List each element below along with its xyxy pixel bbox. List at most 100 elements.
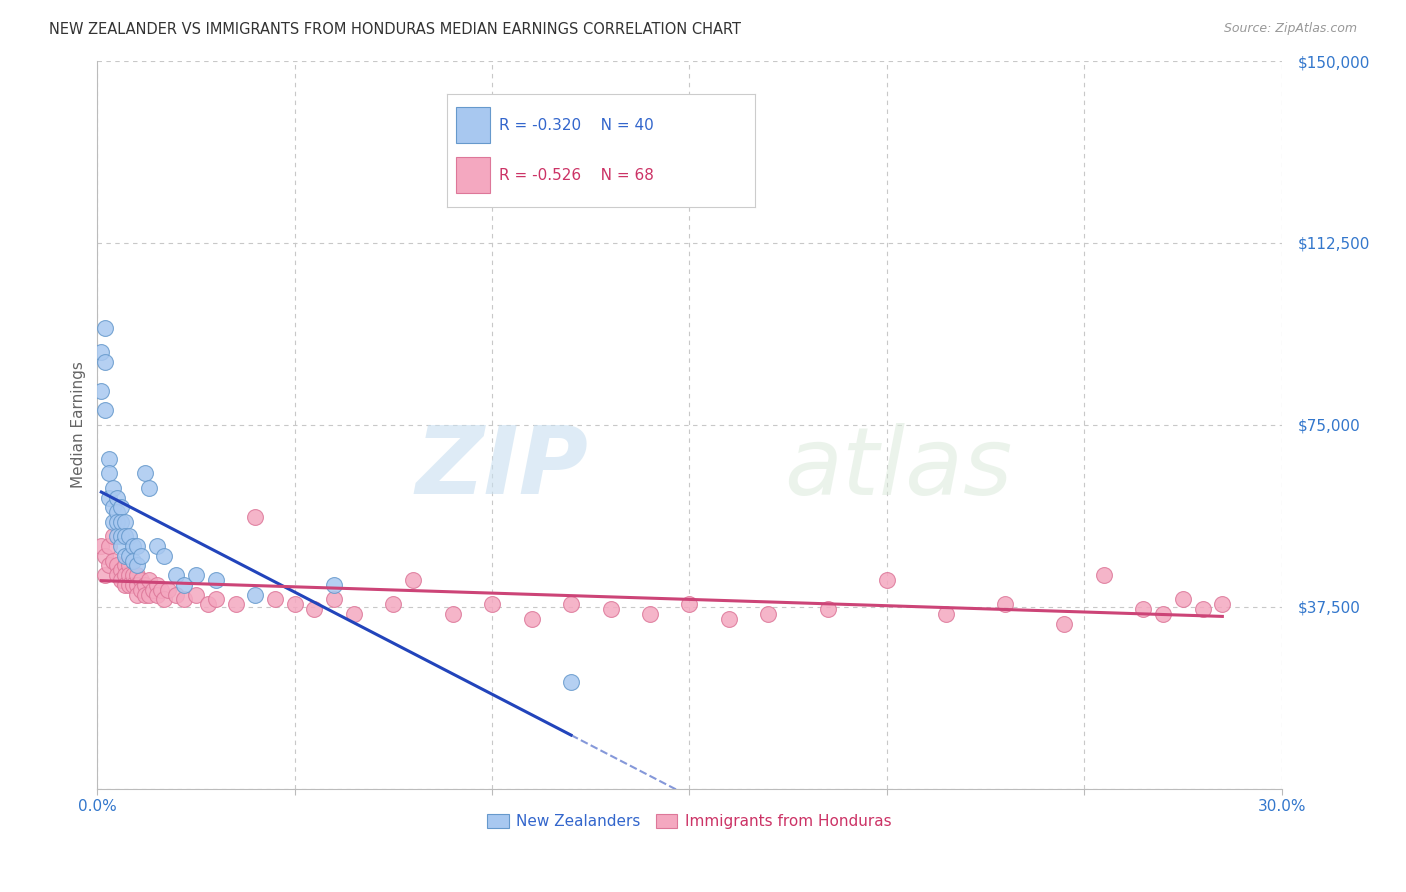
Point: [876, 573, 898, 587]
Point: [101, 529, 124, 543]
Point: [118, 568, 141, 582]
Point: [125, 558, 148, 573]
Point: [560, 674, 582, 689]
Point: [90, 345, 112, 359]
Point: [1053, 616, 1076, 631]
Point: [125, 539, 148, 553]
Point: [204, 573, 226, 587]
Point: [134, 467, 156, 481]
Point: [129, 573, 152, 587]
Point: [1152, 607, 1174, 621]
Point: [101, 500, 124, 515]
Point: [284, 597, 307, 611]
Point: [114, 578, 136, 592]
Point: [138, 481, 160, 495]
Legend: New Zealanders, Immigrants from Honduras: New Zealanders, Immigrants from Honduras: [481, 807, 898, 836]
Point: [118, 529, 141, 543]
Point: [758, 607, 780, 621]
Point: [114, 549, 136, 563]
Point: [138, 588, 160, 602]
Point: [110, 515, 132, 529]
Point: [382, 597, 405, 611]
Point: [520, 612, 543, 626]
Point: [94, 355, 117, 369]
Point: [153, 592, 176, 607]
Point: [105, 568, 128, 582]
Point: [94, 549, 117, 563]
Point: [105, 505, 128, 519]
Point: [323, 592, 346, 607]
Point: [118, 578, 141, 592]
Point: [134, 578, 156, 592]
Point: [114, 558, 136, 573]
Point: [94, 403, 117, 417]
Point: [441, 607, 464, 621]
Point: [817, 602, 839, 616]
Point: [245, 510, 267, 524]
Point: [1132, 602, 1154, 616]
Point: [935, 607, 957, 621]
Point: [1191, 602, 1213, 616]
Point: [122, 539, 145, 553]
Point: [129, 582, 152, 597]
Point: [110, 500, 132, 515]
Point: [114, 515, 136, 529]
Point: [1171, 592, 1194, 607]
Point: [90, 539, 112, 553]
Point: [110, 539, 132, 553]
Point: [204, 592, 226, 607]
Point: [142, 582, 165, 597]
Point: [994, 597, 1017, 611]
Point: [717, 612, 740, 626]
Point: [184, 588, 207, 602]
Point: [90, 384, 112, 398]
Point: [98, 467, 121, 481]
Point: [122, 578, 145, 592]
Point: [145, 588, 167, 602]
Point: [105, 491, 128, 505]
Text: Source: ZipAtlas.com: Source: ZipAtlas.com: [1223, 22, 1357, 36]
Point: [184, 568, 207, 582]
Point: [94, 321, 117, 335]
Point: [118, 558, 141, 573]
Point: [101, 515, 124, 529]
Point: [122, 568, 145, 582]
Point: [1211, 597, 1233, 611]
Point: [165, 588, 187, 602]
Point: [125, 578, 148, 592]
Point: [560, 597, 582, 611]
Point: [98, 451, 121, 466]
Text: atlas: atlas: [785, 423, 1012, 514]
Point: [134, 588, 156, 602]
Point: [105, 558, 128, 573]
Point: [105, 515, 128, 529]
Point: [165, 568, 187, 582]
Point: [638, 607, 661, 621]
Point: [173, 592, 195, 607]
Point: [323, 578, 346, 592]
Point: [145, 539, 167, 553]
Text: NEW ZEALANDER VS IMMIGRANTS FROM HONDURAS MEDIAN EARNINGS CORRELATION CHART: NEW ZEALANDER VS IMMIGRANTS FROM HONDURA…: [49, 22, 741, 37]
Point: [197, 597, 219, 611]
Point: [98, 558, 121, 573]
Point: [138, 573, 160, 587]
Point: [105, 529, 128, 543]
Point: [145, 578, 167, 592]
Point: [94, 568, 117, 582]
Point: [98, 539, 121, 553]
Point: [122, 553, 145, 567]
Y-axis label: Median Earnings: Median Earnings: [72, 361, 86, 488]
Point: [225, 597, 247, 611]
Point: [245, 588, 267, 602]
Point: [678, 597, 700, 611]
Point: [264, 592, 287, 607]
Point: [125, 588, 148, 602]
Point: [153, 549, 176, 563]
Point: [173, 578, 195, 592]
Point: [110, 573, 132, 587]
Text: ZIP: ZIP: [416, 423, 589, 515]
Point: [481, 597, 503, 611]
Point: [304, 602, 326, 616]
Point: [110, 529, 132, 543]
Point: [101, 553, 124, 567]
